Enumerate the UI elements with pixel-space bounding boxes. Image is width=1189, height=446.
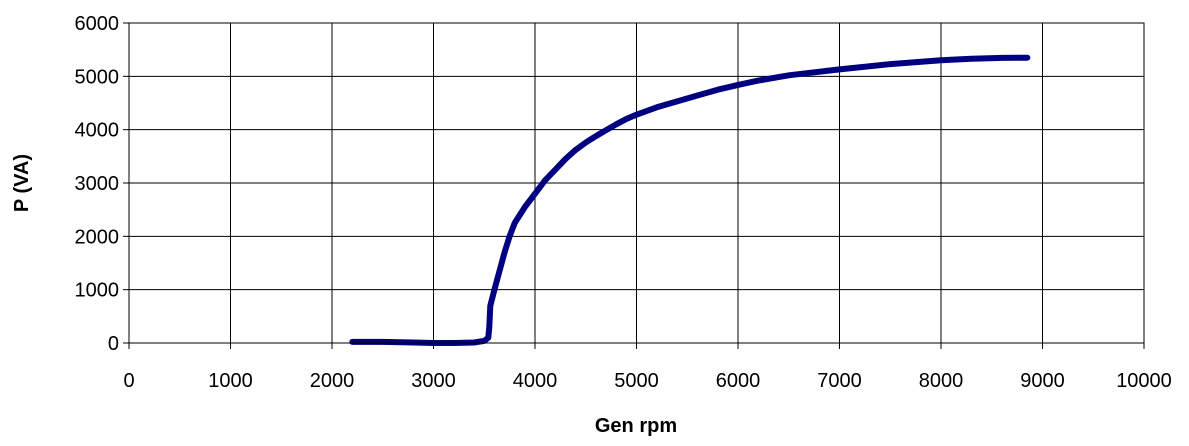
x-tick-label: 10000 xyxy=(1116,370,1172,392)
plot-border xyxy=(128,22,1145,344)
x-tick-label: 9000 xyxy=(1020,370,1065,392)
y-axis-tick-labels: 0 1000 2000 3000 4000 5000 6000 xyxy=(75,13,129,355)
x-tick-label: 0 xyxy=(123,370,134,392)
x-axis-tick-labels: 0 1000 2000 3000 4000 5000 6000 7000 8000 9000 100… xyxy=(123,343,1172,392)
gridlines xyxy=(129,23,1144,343)
y-tick-label: 1000 xyxy=(75,280,120,302)
y-tick-label: 2000 xyxy=(75,226,120,248)
x-axis-title: Gen rpm xyxy=(595,415,677,437)
y-tick-label: 0 xyxy=(108,333,119,355)
x-tick-label: 5000 xyxy=(614,370,659,392)
x-tick-label: 8000 xyxy=(919,370,964,392)
y-axis-title: P (VA) xyxy=(11,154,33,212)
y-tick-label: 4000 xyxy=(75,120,120,142)
x-tick-label: 1000 xyxy=(208,370,253,392)
series-line xyxy=(349,54,1031,346)
y-tick-label: 5000 xyxy=(75,66,120,88)
y-tick-label: 6000 xyxy=(75,13,120,35)
y-tick-label: 3000 xyxy=(75,173,120,195)
x-tick-label: 3000 xyxy=(411,370,456,392)
x-tick-label: 4000 xyxy=(513,370,558,392)
x-tick-label: 6000 xyxy=(716,370,761,392)
x-tick-label: 2000 xyxy=(310,370,355,392)
x-tick-label: 7000 xyxy=(817,370,862,392)
